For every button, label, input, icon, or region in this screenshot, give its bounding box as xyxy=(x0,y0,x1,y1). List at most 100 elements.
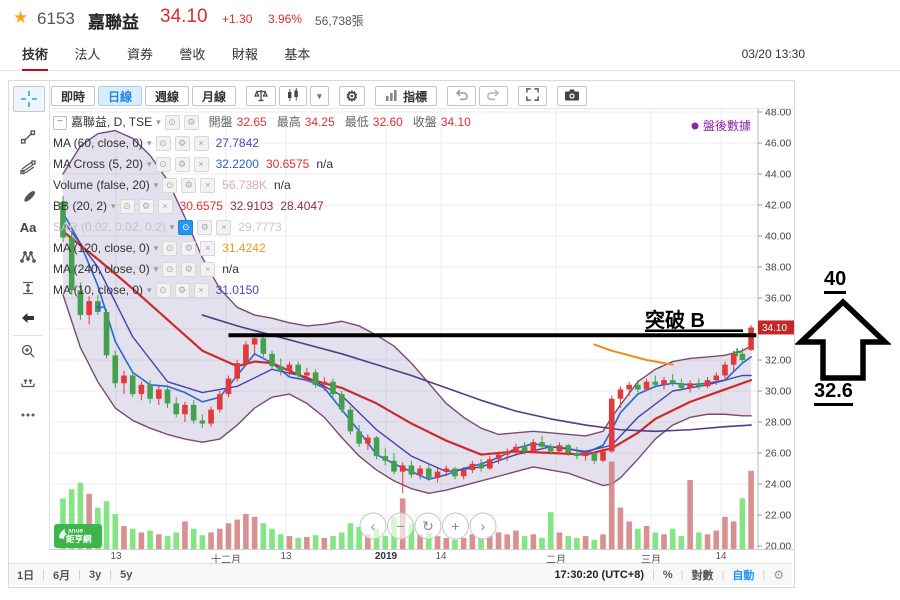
indicator-name[interactable]: BB (20, 2) xyxy=(53,199,108,213)
dropdown-caret-icon[interactable]: ▾ xyxy=(147,138,152,148)
visibility-eye-icon[interactable]: ⊙ xyxy=(155,283,171,298)
indicator-name[interactable]: Volume (false, 20) xyxy=(53,178,150,192)
tab-institutional[interactable]: 法人 xyxy=(74,47,101,62)
indicator-name[interactable]: MA (10, close, 0) xyxy=(53,283,144,297)
pan-right-button[interactable]: › xyxy=(469,512,497,540)
range-button-1日[interactable]: 1日 xyxy=(17,569,35,582)
visibility-eye-icon[interactable]: ⊙ xyxy=(178,220,194,235)
legend-symbol-title[interactable]: 嘉聯益, D, TSE xyxy=(71,115,153,129)
brush-tool[interactable] xyxy=(13,185,43,209)
zoom-out-button[interactable]: − xyxy=(387,512,414,540)
trendline-tool[interactable] xyxy=(13,125,43,149)
svg-text:36.00: 36.00 xyxy=(765,293,791,305)
visibility-eye-icon[interactable]: ⊙ xyxy=(162,178,178,193)
indicator-value: 31.4242 xyxy=(222,241,266,255)
indicators-button[interactable]: 指標 xyxy=(375,86,438,106)
chart-style-dropdown-button[interactable]: ▾ xyxy=(310,86,329,106)
collapse-legend-icon[interactable]: − xyxy=(53,115,67,130)
settings-gear-icon[interactable]: ⚙ xyxy=(183,115,199,130)
time-axis-label: 2019 xyxy=(374,551,398,562)
log-scale-button[interactable]: 對數 xyxy=(691,569,714,582)
measure-tool[interactable] xyxy=(13,370,43,394)
remove-indicator-icon[interactable]: × xyxy=(193,157,209,172)
tab-revenue[interactable]: 營收 xyxy=(179,47,206,62)
dropdown-caret-icon[interactable]: ▾ xyxy=(147,285,152,295)
arrow-mark-tool[interactable] xyxy=(13,306,43,330)
undo-button[interactable] xyxy=(447,86,477,106)
settings-gear-icon[interactable]: ⚙ xyxy=(181,178,197,193)
chart-style-button[interactable] xyxy=(279,86,308,106)
range-button-3y[interactable]: 3y xyxy=(88,568,102,581)
visibility-eye-icon[interactable]: ⊙ xyxy=(162,262,178,277)
zoom-in-tool[interactable] xyxy=(13,339,43,363)
low-value: 32.60 xyxy=(372,115,403,129)
legend-indicator-row: BB (20, 2) ▾ ⊙ ⚙ × 30.6575 32.9103 28.4047 xyxy=(53,196,471,217)
remove-indicator-icon[interactable]: × xyxy=(200,241,216,256)
fullscreen-button[interactable] xyxy=(518,86,548,106)
time-axis[interactable]: 13 十二月 13 2019 14 二月 三月 14 xyxy=(49,549,794,566)
visibility-eye-icon[interactable]: ⊙ xyxy=(162,241,178,256)
reset-view-button[interactable]: ↻ xyxy=(414,512,442,540)
pitchfork-tool[interactable] xyxy=(13,155,43,179)
period-daily-button[interactable]: 日線 xyxy=(98,86,143,106)
settings-gear-icon[interactable]: ⚙ xyxy=(181,241,197,256)
period-monthly-button[interactable]: 月線 xyxy=(192,86,237,106)
text-tool[interactable]: Aa xyxy=(19,219,37,235)
stock-code: 6153 xyxy=(37,9,75,28)
time-axis-label: 14 xyxy=(435,551,447,562)
period-realtime-button[interactable]: 即時 xyxy=(51,86,96,106)
chart-area[interactable]: 盤後數據 ‹ − ↻ + › anue 鉅亨網 突破 B 48.00 46.00 44.00 42.00… xyxy=(49,107,794,553)
indicator-name[interactable]: MA (120, close, 0) xyxy=(53,241,150,255)
indicator-name[interactable]: MA (240, close, 0) xyxy=(53,262,150,276)
settings-gear-icon[interactable]: ⚙ xyxy=(174,283,190,298)
snapshot-button[interactable] xyxy=(557,86,588,106)
zoom-in-button[interactable]: + xyxy=(442,512,469,540)
redo-button[interactable] xyxy=(479,86,509,106)
more-tool[interactable] xyxy=(13,403,43,427)
compare-button[interactable] xyxy=(246,86,277,106)
tab-margin[interactable]: 資券 xyxy=(126,47,153,62)
indicator-name[interactable]: MA Cross (5, 20) xyxy=(53,157,144,171)
settings-gear-icon[interactable]: ⚙ xyxy=(138,199,154,214)
crosshair-tool[interactable] xyxy=(13,86,45,112)
range-button-5y[interactable]: 5y xyxy=(120,568,133,581)
range-button-6月[interactable]: 6月 xyxy=(52,569,71,582)
axis-settings-gear-icon[interactable]: ⚙ xyxy=(773,567,784,582)
dropdown-caret-icon[interactable]: ▾ xyxy=(147,159,152,169)
visibility-eye-icon[interactable]: ⊙ xyxy=(155,157,171,172)
visibility-eye-icon[interactable]: ⊙ xyxy=(164,115,180,130)
remove-indicator-icon[interactable]: × xyxy=(157,199,173,214)
tab-basic[interactable]: 基本 xyxy=(284,47,311,62)
pan-left-button[interactable]: ‹ xyxy=(359,512,387,540)
indicator-name[interactable]: MA (60, close, 0) xyxy=(53,136,144,150)
svg-text:40.00: 40.00 xyxy=(765,231,791,243)
remove-indicator-icon[interactable]: × xyxy=(193,136,209,151)
settings-gear-icon[interactable]: ⚙ xyxy=(181,262,197,277)
svg-text:44.00: 44.00 xyxy=(765,169,791,181)
indicator-name[interactable]: SAR (0.02, 0.02, 0.2) xyxy=(53,220,166,234)
percent-scale-button[interactable]: % xyxy=(662,568,673,581)
chart-settings-button[interactable]: ⚙ xyxy=(338,86,366,106)
remove-indicator-icon[interactable]: × xyxy=(200,262,216,277)
settings-gear-icon[interactable]: ⚙ xyxy=(174,157,190,172)
dropdown-caret-icon[interactable]: ▾ xyxy=(153,243,159,253)
settings-gear-icon[interactable]: ⚙ xyxy=(197,220,213,235)
visibility-eye-icon[interactable]: ⊙ xyxy=(155,136,171,151)
xabcd-pattern-tool[interactable] xyxy=(13,245,43,269)
projection-tool[interactable] xyxy=(13,276,43,300)
tab-technical[interactable]: 技術 xyxy=(22,44,49,71)
visibility-eye-icon[interactable]: ⊙ xyxy=(119,199,135,214)
remove-indicator-icon[interactable]: × xyxy=(200,178,216,193)
auto-scale-button[interactable]: 自動 xyxy=(732,569,755,582)
dropdown-caret-icon[interactable]: ▾ xyxy=(111,201,116,211)
tab-financials[interactable]: 財報 xyxy=(231,47,258,62)
dropdown-caret-icon[interactable]: ▾ xyxy=(156,117,161,127)
settings-gear-icon[interactable]: ⚙ xyxy=(174,136,190,151)
dropdown-caret-icon[interactable]: ▾ xyxy=(153,264,159,274)
favorite-star-icon[interactable]: ★ xyxy=(13,8,29,27)
period-weekly-button[interactable]: 週線 xyxy=(145,86,190,106)
remove-indicator-icon[interactable]: × xyxy=(193,283,209,298)
remove-indicator-icon[interactable]: × xyxy=(216,220,232,235)
dropdown-caret-icon[interactable]: ▾ xyxy=(153,180,159,190)
dropdown-caret-icon[interactable]: ▾ xyxy=(169,222,175,232)
